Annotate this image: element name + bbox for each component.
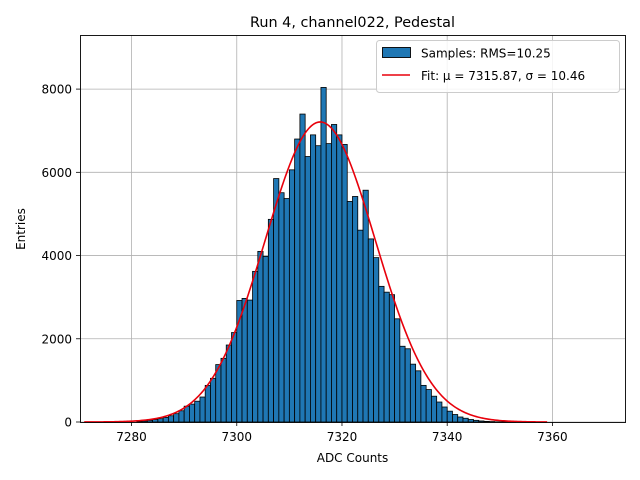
histogram-bar <box>183 405 190 423</box>
legend-label-fit: Fit: μ = 7315.87, σ = 10.46 <box>421 69 585 83</box>
histogram-bar <box>252 270 259 423</box>
x-tick-label: 7280 <box>116 430 147 444</box>
histogram-bar <box>194 400 201 423</box>
histogram-bar <box>283 198 290 423</box>
histogram-bar <box>273 178 280 423</box>
histogram-bar <box>246 299 253 423</box>
histogram-bar <box>415 370 422 423</box>
histogram-bar <box>173 413 180 423</box>
histogram-bar <box>288 169 296 423</box>
histogram-bar <box>378 285 385 423</box>
histogram-bar <box>146 419 153 423</box>
histogram-bar <box>157 418 164 423</box>
histogram-bar <box>473 419 480 423</box>
histogram-bar <box>304 156 311 423</box>
y-axis-ticks: 0 2000 4000 6000 8000 <box>41 83 80 430</box>
histogram-bar <box>262 255 269 423</box>
histogram-bar <box>310 134 317 423</box>
histogram-bars <box>136 87 516 423</box>
histogram-bar <box>199 396 206 423</box>
histogram-bar <box>483 420 490 423</box>
histogram-bar <box>225 344 232 423</box>
histogram-bar <box>210 377 217 423</box>
histogram-bar <box>431 395 438 423</box>
histogram-bar <box>409 363 417 423</box>
histogram-bar <box>367 238 374 423</box>
histogram-bar <box>399 345 406 423</box>
legend-swatch-samples <box>382 47 411 58</box>
histogram-bar <box>320 87 327 423</box>
histogram-bar <box>341 144 348 423</box>
histogram-bar <box>404 348 411 423</box>
x-axis-ticks: 7280 7300 7320 7340 7360 <box>116 422 568 444</box>
histogram-bar <box>189 403 196 423</box>
histogram-bar <box>436 401 443 423</box>
histogram-bar <box>241 298 248 423</box>
histogram-bar <box>357 229 364 423</box>
y-tick-label: 8000 <box>41 83 72 97</box>
y-tick-label: 6000 <box>41 166 72 180</box>
histogram-bar <box>178 410 185 423</box>
histogram-bar <box>346 201 353 423</box>
legend-box <box>376 40 620 93</box>
histogram-bar <box>467 419 474 423</box>
histogram-bar <box>204 384 211 423</box>
histogram-bar <box>231 332 238 423</box>
legend-label-samples: Samples: RMS=10.25 <box>421 47 551 61</box>
legend: Samples: RMS=10.25 Fit: μ = 7315.87, σ =… <box>376 40 620 93</box>
histogram-bar <box>331 124 338 423</box>
histogram-bar <box>462 417 469 423</box>
x-tick-label: 7340 <box>432 430 463 444</box>
chart-title: Run 4, channel022, Pedestal <box>250 15 455 31</box>
x-tick-label: 7360 <box>537 430 568 444</box>
histogram-bar <box>278 192 285 423</box>
histogram-bar <box>299 113 306 423</box>
histogram-bar <box>425 389 432 423</box>
plot-frame <box>80 35 626 423</box>
histogram-bar <box>452 414 459 423</box>
histogram-bar <box>167 415 175 423</box>
histogram-bar <box>457 416 464 423</box>
histogram-bar <box>388 294 395 423</box>
histogram-bar <box>152 419 159 423</box>
histogram-bar <box>315 145 322 423</box>
histogram-bar <box>441 406 448 423</box>
histogram-bar <box>352 196 359 423</box>
y-tick-label: 0 <box>64 416 72 430</box>
y-axis-label: Entries <box>14 208 28 250</box>
histogram-bar <box>394 318 401 423</box>
histogram-bar <box>373 257 380 423</box>
x-tick-label: 7320 <box>327 430 358 444</box>
histogram-bar <box>162 417 169 423</box>
histogram-bar <box>220 357 227 423</box>
histogram-bar <box>257 250 264 423</box>
histogram-bar <box>215 364 222 423</box>
x-tick-label: 7300 <box>221 430 252 444</box>
y-tick-label: 4000 <box>41 249 72 263</box>
fit-curve <box>84 121 548 423</box>
y-tick-label: 2000 <box>41 332 72 346</box>
histogram-bar <box>362 189 369 423</box>
histogram-bar <box>478 420 485 423</box>
histogram-bar <box>325 143 332 423</box>
histogram-bar <box>336 134 343 423</box>
histogram-bar <box>446 410 453 423</box>
histogram-bar <box>383 291 390 423</box>
histogram-bar <box>267 218 274 423</box>
histogram-bar <box>420 384 427 423</box>
histogram-bar <box>294 138 301 423</box>
x-axis-label: ADC Counts <box>317 451 389 465</box>
